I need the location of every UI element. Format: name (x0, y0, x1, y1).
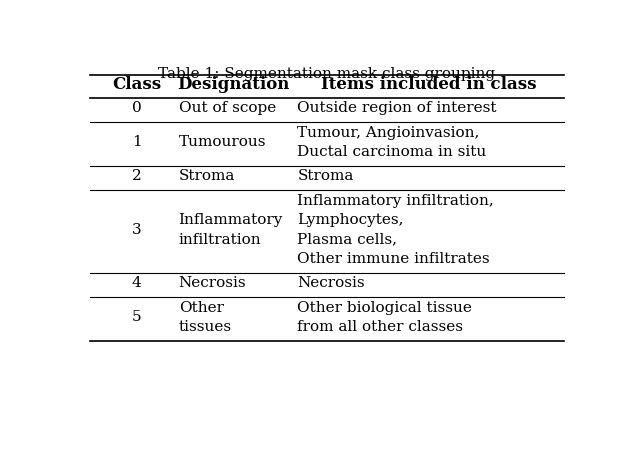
Text: Out of scope: Out of scope (179, 101, 276, 115)
Text: 5: 5 (132, 311, 142, 324)
Text: Designation: Designation (177, 76, 289, 93)
Text: Other
tissues: Other tissues (179, 300, 232, 334)
Text: Tumour, Angioinvasion,
Ductal carcinoma in situ: Tumour, Angioinvasion, Ductal carcinoma … (297, 125, 487, 159)
Text: Items included in class: Items included in class (320, 76, 536, 93)
Text: 2: 2 (131, 169, 142, 184)
Text: 4: 4 (131, 276, 142, 290)
Text: 0: 0 (131, 101, 142, 115)
Text: Class: Class (112, 76, 161, 93)
Text: Necrosis: Necrosis (297, 276, 365, 290)
Text: Inflammatory
infiltration: Inflammatory infiltration (179, 213, 283, 246)
Text: 1: 1 (131, 136, 142, 149)
Text: Table 1: Segmentation mask class grouping: Table 1: Segmentation mask class groupin… (158, 67, 496, 82)
Text: Necrosis: Necrosis (179, 276, 246, 290)
Text: Stroma: Stroma (179, 169, 235, 184)
Text: Stroma: Stroma (297, 169, 353, 184)
Text: 3: 3 (132, 223, 142, 237)
Text: Inflammatory infiltration,
Lymphocytes,
Plasma cells,
Other immune infiltrates: Inflammatory infiltration, Lymphocytes, … (297, 194, 494, 266)
Text: Other biological tissue
from all other classes: Other biological tissue from all other c… (297, 300, 472, 334)
Text: Tumourous: Tumourous (179, 136, 266, 149)
Text: Outside region of interest: Outside region of interest (297, 101, 497, 115)
